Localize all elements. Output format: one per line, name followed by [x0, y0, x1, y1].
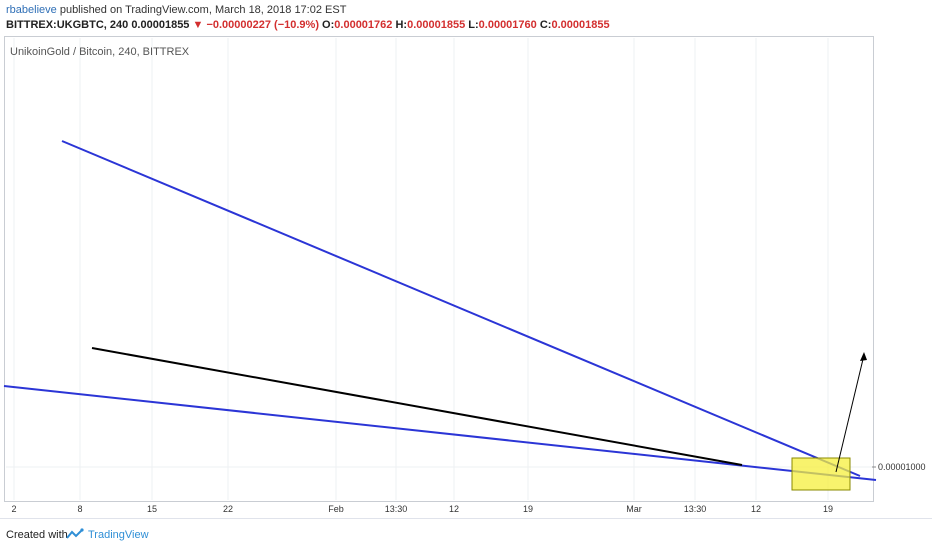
chart-frame	[4, 36, 874, 502]
created-with-label: Created with	[6, 529, 68, 541]
open-label: O:	[322, 19, 335, 31]
ohlc-line: BITTREX:UKGBTC, 240 0.00001855 ▼ −0.0000…	[6, 19, 610, 31]
close-label: C:	[539, 19, 552, 31]
publish-info: published on TradingView.com, March 18, …	[59, 4, 347, 16]
x-tick-label: 19	[823, 504, 833, 514]
tradingview-logo-icon[interactable]	[66, 527, 84, 545]
projection-arrow-line	[835, 354, 865, 473]
trend-lines	[3, 140, 877, 491]
x-tick-label: Feb	[328, 504, 344, 514]
lower-trend-line	[3, 385, 877, 481]
symbol-label: BITTREX:UKGBTC, 240	[6, 19, 129, 31]
time-axis: 2 8 15 22 Feb 13:30 12 19 Mar 13:30 12 19	[11, 504, 833, 514]
x-tick-label: 13:30	[684, 504, 707, 514]
y-tick-label: 0.00001000	[878, 462, 926, 472]
grid-lines	[6, 38, 872, 500]
high-label: H:	[395, 19, 408, 31]
x-tick-label: 8	[77, 504, 82, 514]
highlight-box	[791, 457, 851, 491]
last-price: 0.00001855	[131, 19, 190, 31]
chart-header: rbabelieve published on TradingView.com,…	[0, 0, 932, 34]
x-tick-label: 13:30	[385, 504, 408, 514]
x-tick-label: 15	[147, 504, 157, 514]
low-value: 0.00001760	[478, 19, 537, 31]
black-trend-line	[91, 347, 743, 466]
x-tick-label: 19	[523, 504, 533, 514]
change-value: ▼ −0.00000227 (−10.9%)	[192, 19, 319, 31]
tradingview-brand-link[interactable]: TradingView	[88, 529, 149, 541]
publish-line: rbabelieve published on TradingView.com,…	[6, 4, 346, 16]
low-label: L:	[468, 19, 479, 31]
x-tick-label: 22	[223, 504, 233, 514]
x-tick-label: Mar	[626, 504, 642, 514]
price-chart[interactable]: 0.000010000.000020000.000030000.00004000…	[0, 0, 932, 518]
chart-title: UnikoinGold / Bitcoin, 240, BITTREX	[10, 46, 190, 58]
x-tick-label: 12	[751, 504, 761, 514]
upper-trend-line	[61, 140, 861, 477]
x-tick-label: 12	[449, 504, 459, 514]
price-axis: 0.000010000.000020000.000030000.00004000…	[872, 462, 926, 472]
x-tick-label: 2	[11, 504, 16, 514]
high-value: 0.00001855	[407, 19, 466, 31]
close-value: 0.00001855	[551, 19, 610, 31]
open-value: 0.00001762	[334, 19, 393, 31]
author-link[interactable]: rbabelieve	[6, 4, 57, 16]
footer: Created with TradingView	[0, 518, 932, 551]
projection-arrow-head	[860, 352, 867, 361]
